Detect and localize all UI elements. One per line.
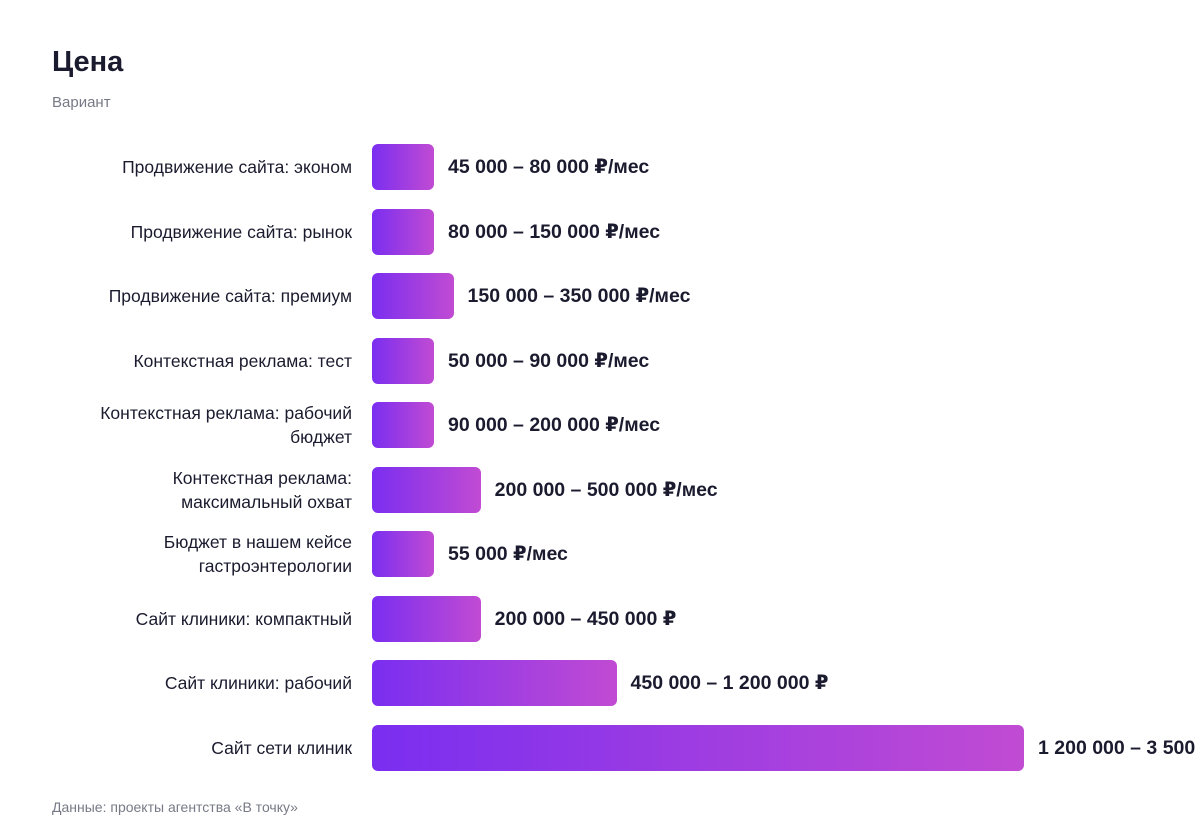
category-label: Контекстная реклама: рабочий бюджет xyxy=(100,403,352,448)
value-label: 45 000 – 80 000 ₽/мес xyxy=(448,156,650,178)
bar xyxy=(372,273,454,320)
value-label: 450 000 – 1 200 000 ₽ xyxy=(630,672,829,695)
bar xyxy=(372,208,434,255)
chart-title: Цена xyxy=(52,46,124,78)
category-label: Сайт клиники: компактный xyxy=(135,608,352,629)
value-label: 55 000 ₽/мес xyxy=(448,543,568,566)
value-label: 50 000 – 90 000 ₽/мес xyxy=(448,349,650,372)
category-label: Продвижение сайта: эконом xyxy=(122,157,352,177)
bar xyxy=(372,531,434,578)
category-label: Сайт клиники: рабочий xyxy=(164,673,352,694)
value-label: 200 000 – 450 000 ₽ xyxy=(494,607,677,630)
value-label: 1 200 000 – 3 500 000 ₽ xyxy=(1038,737,1200,759)
bar xyxy=(372,595,481,642)
bar xyxy=(372,337,434,384)
category-label: Контекстная реклама: максимальный охват xyxy=(172,467,352,512)
bar xyxy=(372,660,617,707)
chart-subtitle: Вариант xyxy=(52,94,111,111)
category-label: Продвижение сайта: премиум xyxy=(108,286,352,307)
value-label: 90 000 – 200 000 ₽/мес xyxy=(448,414,661,437)
category-label: Бюджет в нашем кейсе гастроэнтерологии xyxy=(163,532,352,577)
bar xyxy=(372,725,1024,771)
category-label: Сайт сети клиник xyxy=(211,738,352,758)
source-note: Данные: проекты агентства «В точку» xyxy=(52,799,298,815)
bar xyxy=(372,466,481,513)
bar xyxy=(372,144,434,190)
value-label: 150 000 – 350 000 ₽/мес xyxy=(467,285,691,308)
category-label: Контекстная реклама: тест xyxy=(133,350,352,371)
value-label: 80 000 – 150 000 ₽/мес xyxy=(448,220,661,243)
value-label: 200 000 – 500 000 ₽/мес xyxy=(494,478,718,501)
bar xyxy=(372,402,434,449)
category-label: Продвижение сайта: рынок xyxy=(130,221,352,242)
